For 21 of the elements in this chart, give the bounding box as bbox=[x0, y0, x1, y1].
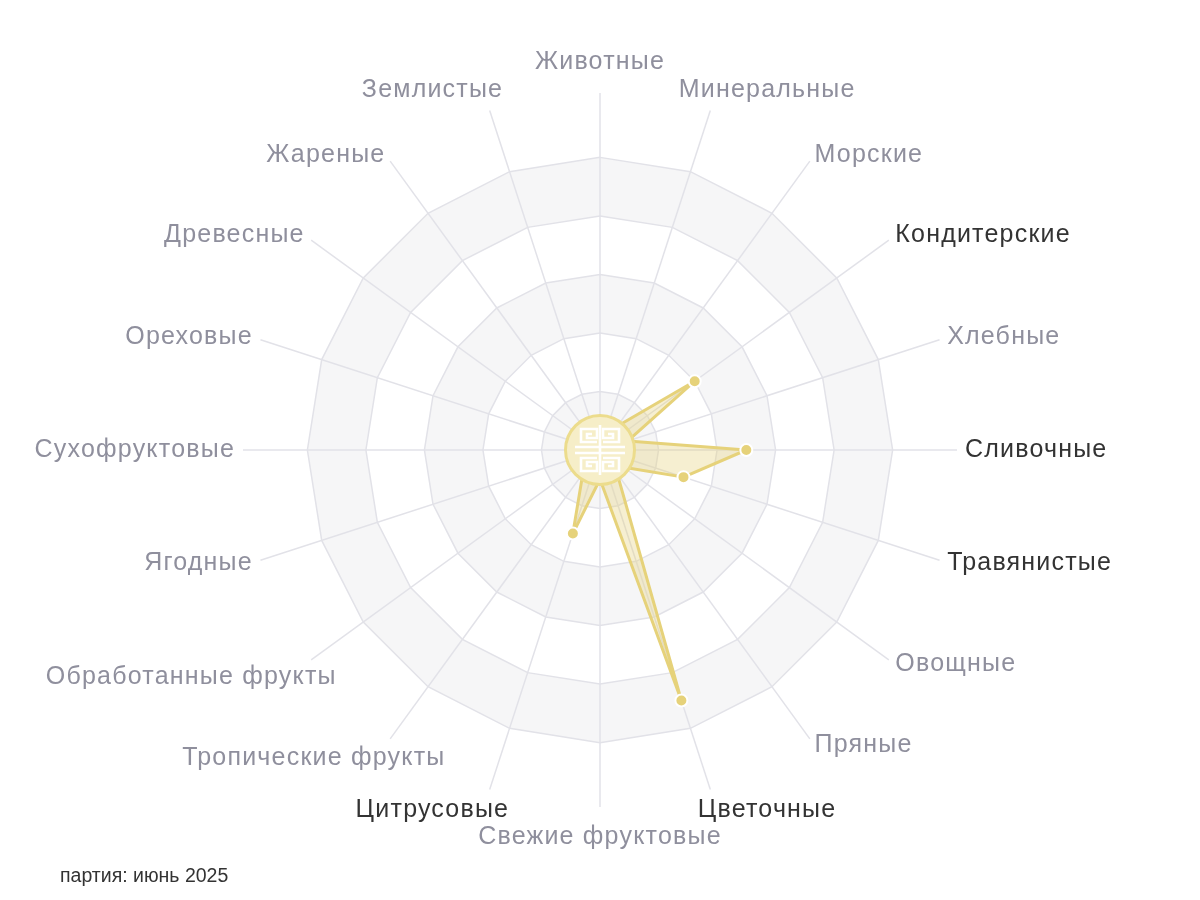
spoke-label: Жареные bbox=[266, 138, 386, 167]
spoke-label: Тропические фрукты bbox=[182, 741, 446, 770]
spoke-label: Свежие фруктовые bbox=[478, 821, 722, 850]
spoke-label: Цитрусовые bbox=[355, 793, 510, 822]
spoke-label: Морские bbox=[814, 138, 924, 167]
spoke-label: Сливочные bbox=[965, 433, 1108, 462]
spoke-label: Обработанные фрукты bbox=[45, 660, 337, 689]
spoke-label: Животные bbox=[534, 46, 666, 75]
spoke-label: Ореховые bbox=[125, 321, 253, 350]
spoke-label: Землистые bbox=[361, 74, 504, 103]
spoke-label: Древесные bbox=[164, 219, 305, 248]
spoke-label: Сухофруктовые bbox=[34, 433, 235, 462]
spoke-label: Овощные bbox=[895, 648, 1017, 677]
spoke-label: Травянистые bbox=[947, 546, 1113, 575]
text: партия: июнь 2025 bbox=[60, 864, 229, 887]
spoke-label: Ягодные bbox=[144, 546, 253, 575]
spoke-label: Хлебные bbox=[947, 321, 1061, 350]
spoke-label: Кондитерские bbox=[895, 219, 1071, 248]
spoke-label: Пряные bbox=[814, 729, 913, 758]
spoke-label: Минеральные bbox=[678, 74, 856, 103]
spoke-label: Цветочные bbox=[697, 793, 837, 822]
